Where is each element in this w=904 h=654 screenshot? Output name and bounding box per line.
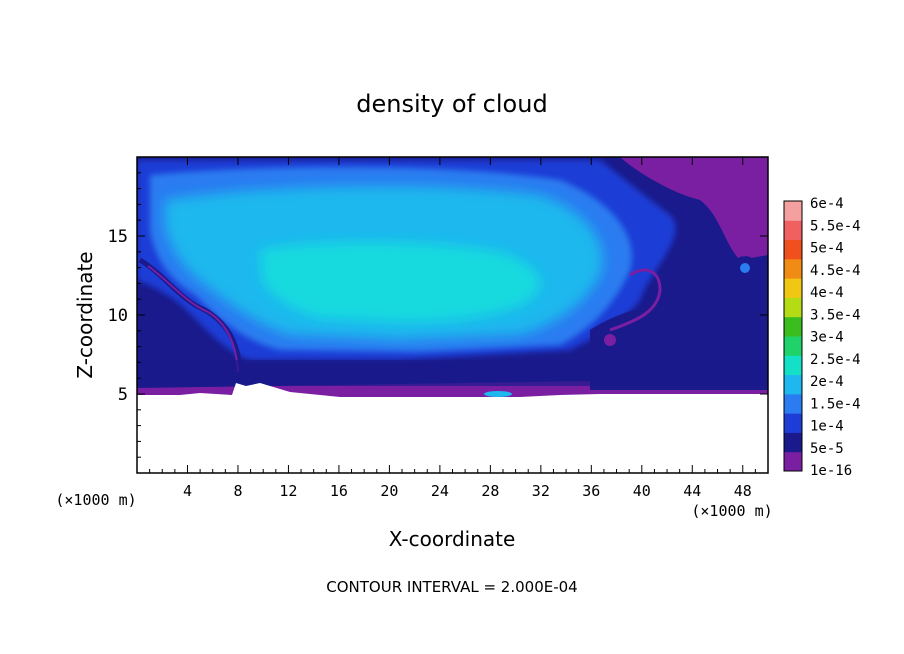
cloud-base-edge [137, 383, 768, 473]
x-axis-label: X-coordinate [389, 527, 516, 551]
cloud-core-layer [260, 242, 540, 322]
colorbar-label: 5e-4 [810, 241, 844, 257]
x-tick-label: 44 [683, 482, 701, 500]
x-tick-label: 8 [233, 482, 242, 500]
density-field [137, 157, 768, 473]
contour-interval-note: CONTOUR INTERVAL = 2.000E-04 [326, 578, 577, 596]
lower-dark-band [137, 360, 768, 386]
colorbar-label: 5.5e-4 [810, 218, 861, 234]
colorbar-swatch [784, 220, 802, 241]
bright-spot [484, 391, 512, 397]
chart-title: density of cloud [356, 90, 547, 118]
y-tick-label: 10 [108, 306, 128, 326]
colorbar-swatch [784, 297, 802, 318]
right-eddy-arm [726, 181, 747, 257]
x-unit-label-left: (×1000 m) [55, 491, 136, 509]
colorbar-label: 3.5e-4 [810, 307, 861, 323]
x-tick-label: 12 [279, 482, 297, 500]
colorbar-frame [783, 200, 803, 472]
left-purple-streak [147, 265, 239, 373]
x-unit-label-right: (×1000 m) [691, 502, 772, 520]
colorbar-swatch [784, 239, 802, 260]
small-eddy [604, 334, 616, 346]
colorbar-swatch [784, 336, 802, 356]
x-tick-label: 32 [532, 482, 550, 500]
colorbar-swatch [784, 413, 802, 433]
colorbar: 1e-16 5e-5 1e-4 1.5e-4 2e-4 2.5e-4 3e-4 3.5e-4 4… [783, 196, 861, 479]
x-tick-label: 16 [330, 482, 348, 500]
colorbar-swatch [784, 393, 802, 414]
x-tick-label: 24 [431, 482, 449, 500]
colorbar-swatch [784, 278, 802, 298]
right-eddy-core [740, 263, 750, 273]
colorbar-label: 4e-4 [810, 285, 844, 301]
upper-right-swirl [620, 157, 768, 205]
colorbar-swatch [784, 258, 802, 279]
colorbar-label: 5e-5 [810, 441, 844, 457]
y-axis: 5 10 15 [108, 172, 768, 458]
x-axis: 4 8 12 16 20 24 28 32 36 40 44 48 [149, 157, 756, 500]
x-tick-label: 28 [481, 482, 499, 500]
colorbar-swatch [784, 451, 802, 472]
y-tick-label: 5 [118, 385, 128, 405]
x-tick-label: 36 [582, 482, 600, 500]
x-tick-label: 48 [734, 482, 752, 500]
colorbar-label: 6e-4 [810, 196, 844, 212]
colorbar-label: 4.5e-4 [810, 263, 861, 279]
colorbar-label: 1e-16 [810, 463, 852, 479]
colorbar-swatch [784, 432, 802, 453]
mid-right-plume [609, 268, 662, 332]
colorbar-swatch [784, 374, 802, 395]
colorbar-label: 1e-4 [810, 419, 844, 435]
x-tick-label: 40 [633, 482, 651, 500]
colorbar-swatch [784, 201, 802, 221]
colorbar-swatch [784, 316, 802, 337]
colorbar-label: 2.5e-4 [810, 352, 861, 368]
x-tick-label: 20 [380, 482, 398, 500]
colorbar-label: 1.5e-4 [810, 396, 861, 412]
y-axis-label: Z-coordinate [73, 251, 97, 378]
x-tick-label: 4 [183, 482, 192, 500]
colorbar-label: 3e-4 [810, 330, 844, 346]
y-tick-label: 15 [108, 227, 128, 247]
colorbar-label: 2e-4 [810, 374, 844, 390]
colorbar-swatch [784, 355, 802, 376]
